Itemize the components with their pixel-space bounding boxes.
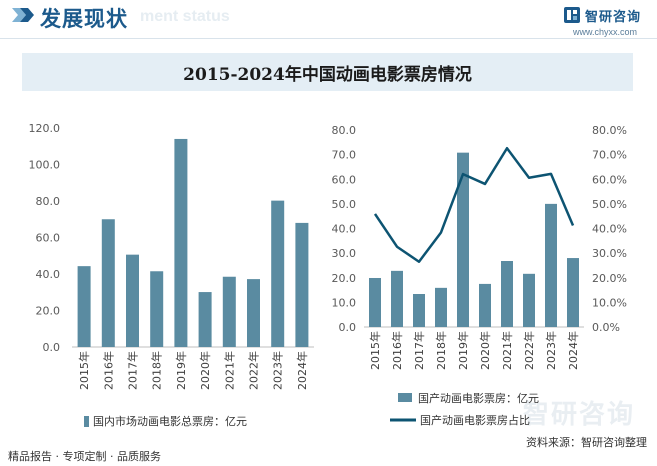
bar bbox=[369, 277, 381, 327]
y-left-tick-label: 50.0 bbox=[332, 198, 357, 211]
y-right-tick-label: 60.0% bbox=[592, 173, 627, 186]
x-tick-label: 2017年 bbox=[412, 331, 426, 370]
y-tick-label: 20.0 bbox=[36, 305, 61, 318]
section-subtitle: ment status bbox=[140, 8, 230, 25]
y-tick-label: 100.0 bbox=[29, 159, 61, 172]
header-divider bbox=[0, 38, 657, 39]
bar bbox=[457, 152, 469, 327]
y-right-tick-label: 50.0% bbox=[592, 198, 627, 211]
bar bbox=[222, 276, 236, 347]
y-tick-label: 60.0 bbox=[36, 232, 61, 245]
x-tick-label: 2018年 bbox=[434, 331, 448, 370]
y-left-tick-label: 0.0 bbox=[339, 321, 357, 334]
x-tick-label: 2023年 bbox=[544, 331, 558, 370]
x-tick-label: 2021年 bbox=[222, 351, 236, 390]
x-tick-label: 2020年 bbox=[198, 351, 212, 390]
bar bbox=[523, 273, 535, 327]
bar bbox=[545, 203, 557, 327]
site-url: www.chyxx.com bbox=[572, 27, 637, 37]
y-right-tick-label: 10.0% bbox=[592, 296, 627, 309]
y-right-tick-label: 70.0% bbox=[592, 149, 627, 162]
x-tick-label: 2015年 bbox=[77, 351, 91, 390]
data-source: 资料来源：智研咨询整理 bbox=[526, 436, 647, 449]
x-tick-label: 2021年 bbox=[500, 331, 514, 370]
y-left-tick-label: 40.0 bbox=[332, 223, 357, 236]
x-tick-label: 2023年 bbox=[271, 351, 285, 390]
header: 发展现状 ment status 智研咨询 www.chyxx.com bbox=[0, 0, 657, 40]
legend-label: 国产动画电影票房占比 bbox=[420, 413, 530, 427]
bar bbox=[479, 283, 491, 327]
y-tick-label: 80.0 bbox=[36, 195, 61, 208]
bar bbox=[77, 266, 91, 347]
y-tick-label: 40.0 bbox=[36, 268, 61, 281]
x-tick-label: 2018年 bbox=[150, 351, 164, 390]
y-right-tick-label: 30.0% bbox=[592, 247, 627, 260]
legend-label: 国内市场动画电影总票房：亿元 bbox=[93, 414, 247, 428]
x-tick-label: 2017年 bbox=[126, 351, 140, 390]
footer-slogan: 精品报告 · 专项定制 · 品质服务 bbox=[8, 450, 161, 463]
series-line bbox=[373, 146, 575, 263]
bar bbox=[247, 279, 260, 347]
y-right-tick-label: 20.0% bbox=[592, 272, 627, 285]
chart-title: 2015-2024年中国动画电影票房情况 bbox=[183, 64, 472, 85]
x-tick-label: 2015年 bbox=[368, 331, 382, 370]
bar bbox=[150, 271, 164, 347]
x-tick-label: 2022年 bbox=[247, 351, 261, 390]
logo: 智研咨询 bbox=[563, 4, 641, 26]
bar bbox=[101, 219, 115, 347]
legend-label: 国产动画电影票房：亿元 bbox=[418, 391, 539, 405]
y-right-tick-label: 40.0% bbox=[592, 223, 627, 236]
bar bbox=[567, 258, 579, 327]
x-tick-label: 2016年 bbox=[101, 351, 115, 390]
y-tick-label: 120.0 bbox=[29, 122, 61, 135]
bar bbox=[198, 292, 212, 347]
y-tick-label: 0.0 bbox=[43, 341, 61, 354]
y-left-tick-label: 10.0 bbox=[332, 296, 357, 309]
y-left-tick-label: 80.0 bbox=[332, 124, 357, 137]
bar bbox=[391, 270, 403, 327]
x-tick-label: 2016年 bbox=[390, 331, 404, 370]
y-right-tick-label: 0.0% bbox=[592, 321, 620, 334]
watermark: 智研咨询 bbox=[522, 400, 635, 430]
bar bbox=[413, 294, 425, 327]
logo-icon bbox=[563, 7, 580, 23]
bar bbox=[501, 261, 513, 327]
y-right-tick-label: 80.0% bbox=[592, 124, 627, 137]
x-tick-label: 2019年 bbox=[456, 331, 470, 370]
y-left-tick-label: 20.0 bbox=[332, 272, 357, 285]
x-tick-label: 2019年 bbox=[174, 351, 188, 390]
bar bbox=[271, 200, 285, 347]
y-left-tick-label: 30.0 bbox=[332, 247, 357, 260]
bar bbox=[126, 254, 139, 347]
section-title: 发展现状 bbox=[40, 7, 128, 31]
x-tick-label: 2024年 bbox=[295, 351, 309, 390]
legend-swatch bbox=[398, 393, 412, 402]
y-left-tick-label: 70.0 bbox=[332, 149, 357, 162]
logo-text: 智研咨询 bbox=[584, 9, 641, 25]
legend-swatch bbox=[84, 416, 89, 427]
bar bbox=[295, 222, 309, 347]
y-left-tick-label: 60.0 bbox=[332, 173, 357, 186]
bar bbox=[174, 138, 188, 347]
chart-title-box: 2015-2024年中国动画电影票房情况 bbox=[22, 53, 633, 91]
bar bbox=[435, 287, 447, 327]
section-marker-icon bbox=[12, 8, 34, 22]
x-tick-label: 2020年 bbox=[478, 331, 492, 370]
x-tick-label: 2022年 bbox=[522, 331, 536, 370]
x-tick-label: 2024年 bbox=[566, 331, 580, 370]
